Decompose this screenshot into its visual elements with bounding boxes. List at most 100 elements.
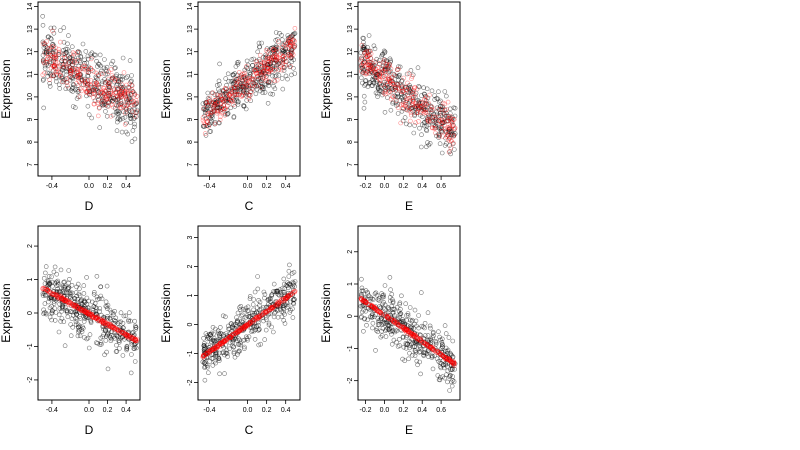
data-point <box>419 132 424 137</box>
data-point <box>61 79 67 85</box>
data-point <box>448 119 454 124</box>
data-point <box>42 41 48 47</box>
data-point <box>288 283 293 288</box>
data-point <box>404 85 409 90</box>
data-point <box>432 93 437 98</box>
data-point <box>261 86 266 91</box>
data-point <box>418 337 424 343</box>
data-point <box>412 101 418 106</box>
data-point <box>129 335 135 341</box>
data-point <box>228 91 233 96</box>
data-point <box>132 344 138 350</box>
data-point <box>436 118 442 123</box>
y-tick-label: 9 <box>347 117 354 121</box>
data-point <box>290 291 295 296</box>
data-point <box>84 336 89 342</box>
data-point <box>378 334 384 340</box>
data-point <box>398 91 404 96</box>
data-point <box>441 354 447 360</box>
data-point <box>232 354 238 360</box>
data-point <box>219 97 224 102</box>
data-point <box>124 82 129 88</box>
data-point <box>239 93 245 98</box>
data-point <box>247 83 253 88</box>
data-point <box>86 310 91 315</box>
data-point <box>69 316 75 322</box>
data-point <box>404 96 409 102</box>
data-point <box>215 98 220 104</box>
data-point <box>246 334 252 340</box>
data-point <box>225 334 231 340</box>
data-point <box>228 334 234 340</box>
data-point <box>131 90 137 96</box>
data-point <box>385 66 391 71</box>
data-point <box>292 289 298 295</box>
data-point <box>241 84 247 90</box>
data-point <box>280 57 286 63</box>
data-point <box>225 336 230 342</box>
data-point <box>273 73 279 78</box>
data-point <box>64 308 70 313</box>
data-point <box>284 294 290 299</box>
data-point <box>451 105 457 111</box>
data-point <box>282 65 287 70</box>
data-point <box>209 102 214 108</box>
x-tick-label: -0.4 <box>203 183 215 190</box>
data-point <box>40 52 46 58</box>
data-point <box>422 341 427 347</box>
data-point <box>95 100 100 105</box>
data-point <box>422 96 428 102</box>
data-point <box>400 326 406 332</box>
data-point <box>436 89 441 94</box>
data-point <box>382 110 388 115</box>
data-point <box>417 110 423 115</box>
data-point <box>67 301 72 306</box>
data-point <box>448 151 454 157</box>
data-point <box>385 76 391 82</box>
data-point <box>79 308 84 313</box>
data-point <box>449 138 454 144</box>
data-point <box>256 62 262 68</box>
data-point <box>98 317 103 323</box>
data-point <box>225 99 230 105</box>
data-point <box>410 95 415 100</box>
data-point <box>290 42 296 48</box>
data-point <box>76 306 81 312</box>
data-point <box>219 337 224 343</box>
data-point <box>53 79 59 84</box>
data-point <box>433 340 439 346</box>
data-point <box>85 103 91 109</box>
data-point <box>217 358 222 363</box>
data-point <box>250 83 255 88</box>
data-point <box>223 76 228 81</box>
data-point <box>443 356 449 361</box>
data-point <box>421 340 426 346</box>
data-point <box>98 335 104 341</box>
data-point <box>434 348 440 354</box>
data-point <box>215 344 220 350</box>
data-point <box>405 329 411 335</box>
data-point <box>232 89 238 94</box>
data-point <box>279 65 285 71</box>
data-point <box>438 351 444 357</box>
data-point <box>51 292 57 297</box>
data-point <box>237 328 242 333</box>
data-point <box>449 126 455 132</box>
data-point <box>287 262 292 268</box>
data-point <box>44 49 50 55</box>
data-point <box>384 313 390 319</box>
data-point <box>224 108 230 113</box>
data-point <box>242 74 248 79</box>
data-point <box>401 324 406 330</box>
data-point <box>98 340 104 345</box>
data-point <box>68 74 74 80</box>
data-point <box>51 55 57 60</box>
data-point <box>208 110 213 116</box>
data-point <box>85 82 91 87</box>
data-point <box>442 108 448 113</box>
data-point <box>361 297 366 303</box>
data-point <box>243 78 249 84</box>
series-observed-points <box>200 262 298 383</box>
data-point <box>432 345 438 351</box>
